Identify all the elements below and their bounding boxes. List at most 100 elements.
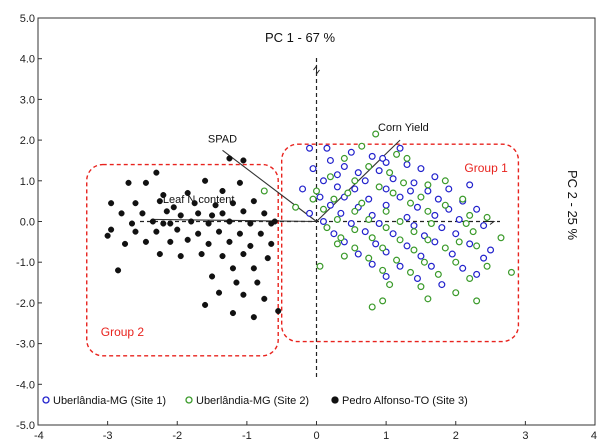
data-point — [410, 228, 418, 236]
data-point — [319, 177, 327, 185]
data-point — [219, 210, 226, 217]
data-point — [170, 204, 177, 211]
data-point — [413, 274, 421, 282]
data-point — [202, 301, 209, 308]
data-point — [406, 268, 414, 276]
data-point — [389, 230, 397, 238]
data-point — [316, 262, 324, 270]
data-point — [358, 199, 366, 207]
data-point — [441, 244, 449, 252]
data-point — [299, 185, 307, 193]
data-point — [358, 142, 366, 150]
data-point — [108, 226, 115, 233]
y-tick-label: -2.0 — [16, 298, 35, 310]
loading-vector-label: Corn Yield — [378, 122, 429, 134]
data-point — [250, 198, 257, 205]
data-point — [379, 297, 387, 305]
data-point — [215, 228, 223, 235]
data-point — [309, 195, 317, 203]
data-point — [417, 193, 425, 201]
data-point — [389, 189, 397, 197]
data-point — [452, 289, 460, 297]
legend-marker — [42, 396, 50, 404]
data-point — [410, 222, 418, 230]
data-point — [174, 226, 181, 233]
x-tick-label: 3 — [522, 430, 528, 441]
data-point — [323, 224, 331, 232]
data-point — [108, 200, 115, 207]
data-point — [337, 209, 345, 217]
data-point — [480, 254, 488, 262]
data-point — [379, 154, 387, 162]
loading-vector-line — [152, 218, 317, 223]
data-point — [326, 201, 334, 209]
data-point — [351, 185, 359, 193]
data-point — [333, 183, 341, 191]
data-point — [445, 185, 453, 193]
data-point — [268, 240, 275, 247]
data-point — [309, 165, 317, 173]
data-point — [455, 238, 463, 246]
x-tick-label: -2 — [172, 430, 182, 441]
data-point — [115, 267, 122, 274]
data-point — [271, 218, 278, 225]
group-box — [86, 163, 279, 357]
data-point — [167, 220, 174, 227]
data-point — [441, 201, 449, 209]
data-point — [452, 258, 460, 266]
data-point — [340, 252, 348, 260]
data-point — [473, 297, 481, 305]
pc-axes — [140, 58, 500, 380]
data-point — [202, 177, 209, 184]
data-point — [434, 270, 442, 278]
data-point — [368, 303, 376, 311]
data-point — [306, 209, 314, 217]
group-label: Group 2 — [101, 325, 145, 339]
data-point — [365, 195, 373, 203]
data-point — [195, 230, 202, 237]
data-point — [483, 262, 491, 270]
data-point — [393, 150, 401, 158]
data-point — [205, 220, 212, 227]
data-point — [410, 246, 418, 254]
y-tick-label: 2.0 — [20, 135, 35, 147]
data-point — [396, 236, 404, 244]
x-tick-label: -3 — [103, 430, 113, 441]
data-point — [330, 195, 338, 203]
data-point — [347, 148, 355, 156]
y-tick-label: 4.0 — [20, 54, 35, 66]
data-point — [292, 203, 300, 211]
data-point — [153, 228, 160, 235]
data-point — [132, 228, 139, 235]
data-point — [198, 251, 205, 258]
legend-entry: Pedro Alfonso-TO (Site 3) — [342, 395, 468, 407]
data-point — [473, 270, 481, 278]
data-point — [431, 173, 439, 181]
data-point — [177, 212, 184, 219]
data-point — [205, 240, 212, 247]
data-point — [226, 218, 233, 225]
data-point — [466, 240, 474, 248]
data-point — [438, 281, 446, 289]
data-point — [396, 193, 404, 201]
data-point — [153, 169, 160, 176]
data-point — [167, 238, 174, 245]
data-point — [195, 210, 202, 217]
data-point — [219, 187, 226, 195]
data-point — [128, 220, 136, 227]
data-point — [236, 230, 243, 237]
data-point — [163, 208, 170, 215]
data-point — [240, 208, 247, 215]
data-point — [142, 238, 149, 245]
y-tick-label: 3.0 — [20, 94, 35, 106]
data-point — [396, 218, 404, 226]
data-point — [417, 283, 425, 291]
data-point — [466, 181, 474, 189]
data-point — [459, 264, 467, 272]
data-point — [257, 230, 264, 237]
data-point — [400, 179, 408, 187]
data-point — [240, 291, 247, 298]
data-point — [247, 242, 254, 249]
x-tick-label: 2 — [453, 430, 459, 441]
